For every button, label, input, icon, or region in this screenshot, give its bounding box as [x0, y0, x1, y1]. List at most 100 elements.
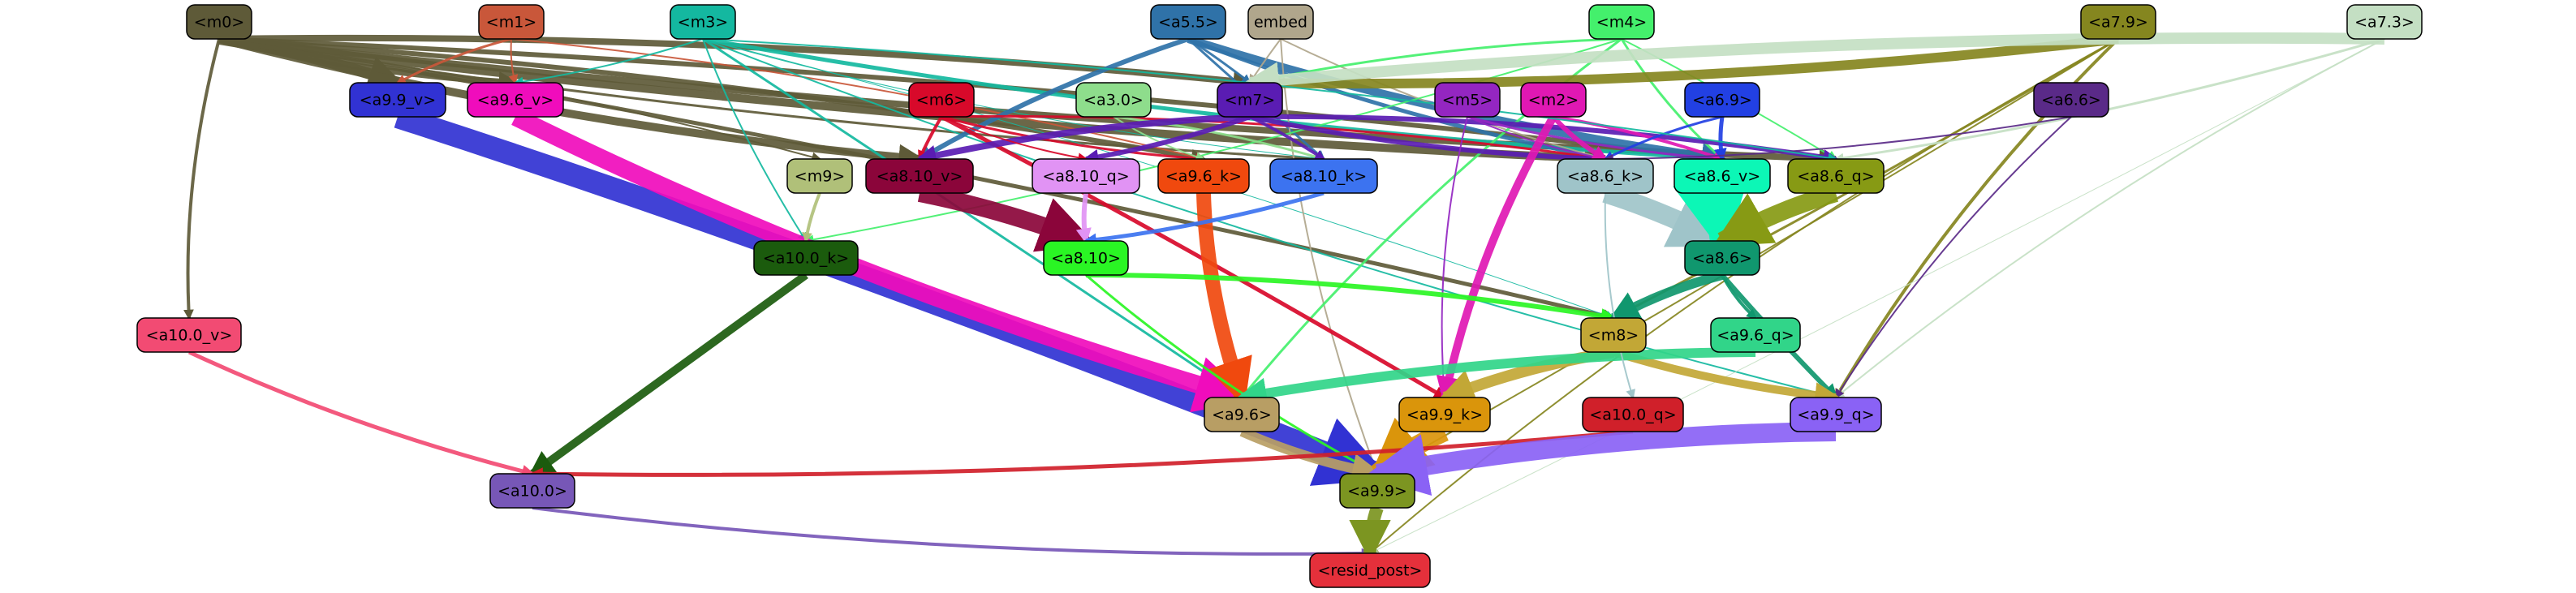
node-box: [2346, 4, 2423, 40]
edge-a10-0-q-to-a10-0: [529, 429, 1634, 481]
node-box: [1787, 158, 1885, 194]
node-m4[interactable]: <m4>: [1588, 4, 1655, 40]
node-a9-9[interactable]: <a9.9>: [1339, 473, 1415, 509]
edge-m2-to-a8-6-v: [1553, 115, 1725, 161]
node-m0[interactable]: <m0>: [186, 4, 252, 40]
node-a8-6-q[interactable]: <a8.6_q>: [1787, 158, 1885, 194]
node-box: [1150, 4, 1226, 40]
edge-a7-3-to-a9-9-q: [1834, 38, 2385, 399]
node-a8-6[interactable]: <a8.6>: [1684, 240, 1760, 276]
node-a5-5[interactable]: <a5.5>: [1150, 4, 1226, 40]
edge-a8-10-v-to-a8-10: [917, 184, 1097, 252]
node-a9-9-v[interactable]: <a9.9_v>: [349, 82, 446, 118]
node-a10-0-k[interactable]: <a10.0_k>: [753, 240, 859, 276]
edge-a8-10-k-to-a8-10: [1083, 191, 1325, 247]
node-box: [1247, 4, 1314, 40]
edge-a10-0-to-resid-post: [532, 506, 1372, 559]
node-box: [1398, 397, 1491, 432]
node-box: [349, 82, 446, 118]
edge-m4-to-a10-0-k: [803, 38, 1622, 245]
edge-embed-to-a9-9: [1280, 38, 1380, 476]
node-a8-10-k[interactable]: <a8.10_k>: [1269, 158, 1378, 194]
edge-m6-to-a9-9-k: [940, 114, 1447, 400]
node-a8-6-v[interactable]: <a8.6_v>: [1674, 158, 1771, 194]
edge-a8-6-k-to-a10-0-q: [1604, 192, 1635, 400]
node-a9-9-k[interactable]: <a9.9_k>: [1398, 397, 1491, 432]
node-m6[interactable]: <m6>: [908, 82, 975, 118]
node-a8-6-k[interactable]: <a8.6_k>: [1557, 158, 1654, 194]
node-box: [1520, 82, 1587, 118]
node-box: [1204, 397, 1280, 432]
edge-m6-to-a8-10-q: [941, 116, 1088, 163]
node-box: [489, 473, 575, 509]
node-box: [478, 4, 545, 40]
edge-m5-to-a9-9-k: [1439, 116, 1468, 400]
node-m5[interactable]: <m5>: [1434, 82, 1501, 118]
node-a3-0[interactable]: <a3.0>: [1075, 82, 1152, 118]
edge-a8-6-q-to-a8-6: [1712, 184, 1839, 249]
node-m1[interactable]: <m1>: [478, 4, 545, 40]
node-box: [1684, 240, 1760, 276]
edge-a10-0-k-to-a10-0: [528, 271, 808, 478]
node-box: [1434, 82, 1501, 118]
edge-a9-6-q-to-a9-6: [1235, 347, 1756, 409]
edge-a10-0-v-to-a10-0: [187, 350, 536, 478]
node-box: [1684, 82, 1760, 118]
node-box: [908, 82, 975, 118]
edge-m0-to-a8-10-v: [218, 35, 925, 170]
node-m2[interactable]: <m2>: [1520, 82, 1587, 118]
node-box: [467, 82, 564, 118]
edge-m8-to-a9-9-q: [1612, 348, 1842, 409]
edge-a6-6-to-a9-9-q: [1834, 116, 2072, 400]
node-box: [2033, 82, 2109, 118]
edge-a8-10-q-to-a8-10: [1075, 192, 1092, 244]
node-a7-9[interactable]: <a7.9>: [2080, 4, 2156, 40]
edge-m7-to-a8-10-q: [1083, 114, 1251, 165]
edge-m5-to-a8-6-v: [1467, 115, 1725, 164]
node-box: [1557, 158, 1654, 194]
node-box: [865, 158, 974, 194]
edge-a5-5-to-a8-6-k: [1187, 37, 1609, 164]
node-box: [1710, 317, 1801, 353]
edge-a7-3-to-resid-post: [1368, 38, 2385, 555]
node-m8[interactable]: <m8>: [1580, 317, 1647, 353]
edge-m2-to-a9-9-k: [1436, 114, 1557, 403]
node-a10-0-v[interactable]: <a10.0_v>: [136, 317, 242, 353]
node-a6-9[interactable]: <a6.9>: [1684, 82, 1760, 118]
edge-a9-6-v-to-a9-6: [511, 109, 1253, 413]
edge-m1-to-a9-6-k: [510, 38, 1206, 162]
edge-a3-0-to-a9-6-k: [1113, 116, 1206, 161]
edge-a5-5-to-a8-10-v: [916, 37, 1189, 161]
node-resid-post[interactable]: <resid_post>: [1309, 552, 1431, 588]
node-box: [1269, 158, 1378, 194]
node-box: [1339, 473, 1415, 509]
edge-a8-6-k-to-a8-6: [1602, 183, 1734, 250]
node-box: [1075, 82, 1152, 118]
node-box: [1043, 240, 1129, 276]
node-embed[interactable]: embed: [1247, 4, 1314, 40]
node-box: [1157, 158, 1250, 194]
node-a7-3[interactable]: <a7.3>: [2346, 4, 2423, 40]
node-a9-6-k[interactable]: <a9.6_k>: [1157, 158, 1250, 194]
node-a10-0-q[interactable]: <a10.0_q>: [1582, 397, 1684, 432]
node-a6-6[interactable]: <a6.6>: [2033, 82, 2109, 118]
edge-a6-6-to-a8-6-k: [1603, 116, 2072, 164]
node-m9[interactable]: <m9>: [786, 158, 853, 194]
node-m7[interactable]: <m7>: [1217, 82, 1283, 118]
edge-m5-to-a8-6-k: [1467, 116, 1608, 163]
node-a8-10[interactable]: <a8.10>: [1043, 240, 1129, 276]
edge-m0-to-a10-0-v: [183, 38, 221, 320]
node-a9-6-v[interactable]: <a9.6_v>: [467, 82, 564, 118]
edge-m2-to-a8-6-k: [1551, 115, 1609, 161]
node-a9-6[interactable]: <a9.6>: [1204, 397, 1280, 432]
node-a8-10-v[interactable]: <a8.10_v>: [865, 158, 974, 194]
edge-m6-to-a8-6-k: [941, 114, 1608, 163]
node-a9-9-q[interactable]: <a9.9_q>: [1790, 397, 1882, 432]
node-m3[interactable]: <m3>: [670, 4, 736, 40]
node-a8-10-q[interactable]: <a8.10_q>: [1032, 158, 1140, 194]
node-a10-0[interactable]: <a10.0>: [489, 473, 575, 509]
node-box: [2080, 4, 2156, 40]
node-a9-6-q[interactable]: <a9.6_q>: [1710, 317, 1801, 353]
node-box: [1032, 158, 1140, 194]
